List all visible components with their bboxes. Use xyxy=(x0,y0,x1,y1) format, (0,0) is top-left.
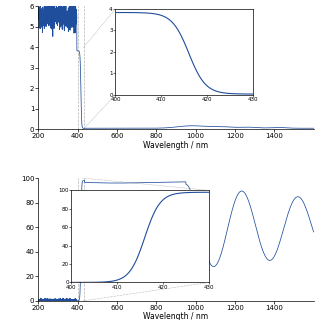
X-axis label: Wavelength / nm: Wavelength / nm xyxy=(143,140,209,150)
X-axis label: Wavelength / nm: Wavelength / nm xyxy=(143,312,209,320)
